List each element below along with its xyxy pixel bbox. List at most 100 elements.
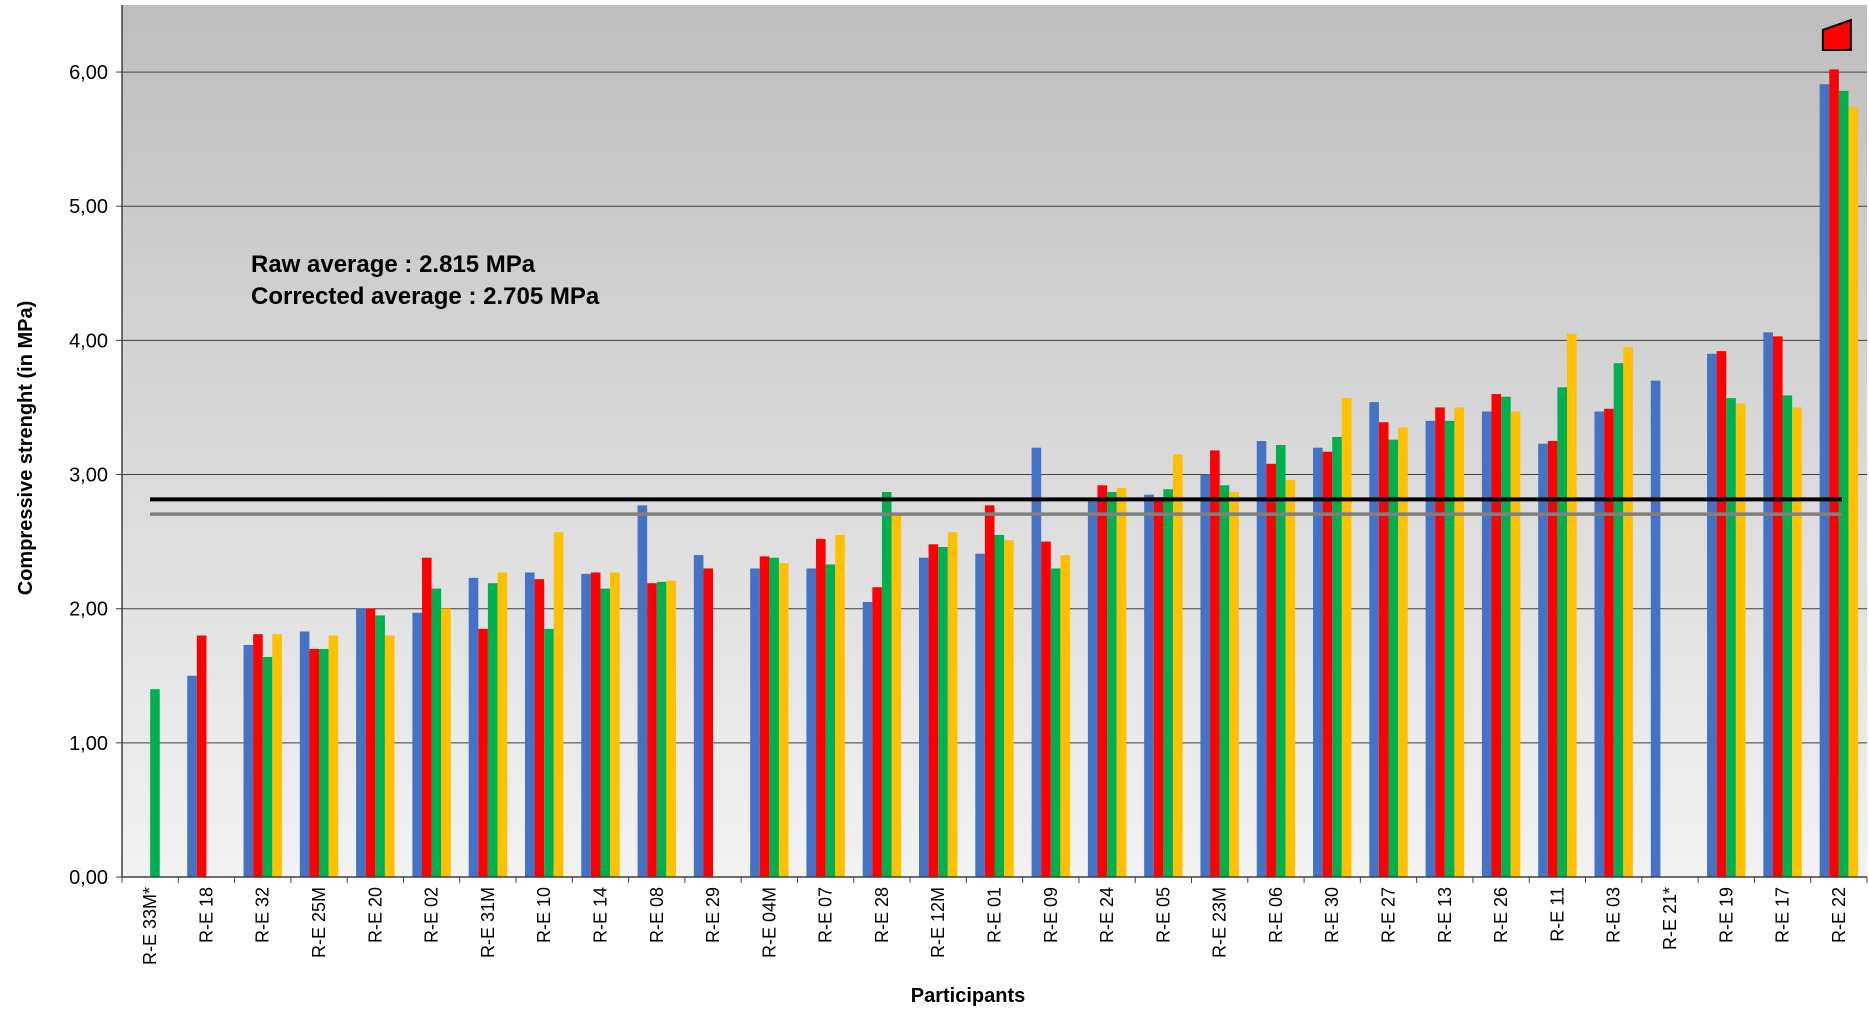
bar — [497, 572, 508, 877]
bar — [1398, 427, 1408, 877]
bar — [1726, 398, 1736, 877]
bar — [1087, 501, 1098, 877]
bar — [150, 689, 160, 877]
bar — [309, 648, 320, 877]
bar — [666, 580, 676, 877]
x-tick-label: R-E 13 — [1435, 887, 1455, 943]
bar — [1041, 541, 1051, 877]
x-tick-label: R-E 03 — [1604, 887, 1624, 943]
bar — [806, 568, 817, 877]
bar — [375, 615, 385, 877]
x-tick-label: R-E 07 — [816, 887, 836, 943]
bar — [1538, 443, 1548, 877]
bar — [975, 553, 985, 877]
bar — [1144, 494, 1154, 877]
x-tick-label: R-E 11 — [1547, 887, 1567, 942]
x-tick-label: R-E 32 — [253, 887, 273, 943]
bar — [1266, 463, 1276, 877]
bar — [769, 557, 779, 877]
bar — [1435, 407, 1445, 877]
x-tick-label: R-E 18 — [196, 887, 216, 943]
off-scale-marker — [1821, 18, 1852, 51]
bar — [1707, 353, 1717, 877]
bar — [1116, 487, 1127, 877]
x-tick-label: R-E 08 — [647, 887, 667, 943]
x-tick-label: R-E 25M — [309, 887, 329, 958]
bar — [1491, 394, 1502, 877]
x-tick-label: R-E 23M — [1210, 887, 1230, 958]
bar — [299, 631, 310, 877]
bar — [928, 544, 939, 877]
reference-lines — [150, 497, 1842, 516]
bar — [1388, 439, 1399, 877]
x-tick-label: R-E 21* — [1660, 887, 1680, 950]
bar — [872, 587, 882, 877]
bar — [1510, 411, 1521, 877]
x-tick-label: R-E 30 — [1322, 887, 1342, 943]
x-tick-label: R-E 09 — [1041, 887, 1061, 943]
bar — [196, 635, 207, 877]
bar — [1275, 445, 1286, 877]
bar — [938, 546, 948, 877]
bar — [1031, 447, 1042, 877]
bar — [1210, 450, 1220, 877]
x-axis-title: Participants — [911, 985, 1025, 1007]
bar — [1623, 347, 1633, 878]
bar — [1219, 485, 1230, 877]
x-tick-label: R-E 05 — [1153, 887, 1173, 943]
bar — [431, 588, 442, 877]
bar — [534, 579, 545, 877]
bar — [1172, 454, 1183, 877]
bar — [1454, 407, 1465, 877]
bar — [1322, 451, 1333, 877]
bar — [610, 572, 620, 877]
bar — [553, 532, 564, 877]
bar — [984, 505, 995, 877]
x-tick-label: R-E 17 — [1773, 887, 1793, 943]
y-tick-label: 6,00 — [69, 62, 108, 84]
bar — [1481, 411, 1492, 877]
x-tick-label: R-E 28 — [872, 887, 892, 943]
bar — [835, 534, 845, 877]
bar — [384, 635, 395, 877]
bar — [1604, 408, 1614, 877]
x-tick-label: R-E 02 — [422, 887, 442, 943]
bar — [881, 491, 892, 877]
bar — [328, 635, 339, 877]
bar — [1716, 351, 1727, 877]
bar — [637, 505, 648, 877]
bar — [478, 628, 488, 877]
bar — [1501, 396, 1511, 877]
bar — [468, 577, 479, 877]
bar — [544, 628, 554, 877]
bar — [319, 648, 329, 877]
bar — [272, 634, 282, 877]
bar — [647, 583, 657, 877]
bar — [365, 608, 376, 877]
bar — [1547, 441, 1558, 877]
bar — [1782, 395, 1793, 877]
y-tick-label: 1,00 — [69, 733, 108, 755]
bars — [150, 69, 1859, 878]
bar — [1567, 333, 1577, 877]
bar — [1735, 403, 1746, 877]
bar — [1004, 540, 1014, 877]
x-tick-label: R-E 20 — [365, 887, 385, 943]
raw-average-annotation: Raw average : 2.815 MPa — [251, 251, 536, 278]
bar — [600, 588, 611, 877]
bar — [243, 644, 254, 877]
y-tick-label: 0,00 — [69, 867, 108, 889]
bar — [1378, 422, 1389, 877]
bar — [1285, 479, 1296, 877]
bar — [816, 538, 826, 877]
bar — [590, 572, 601, 877]
bar — [262, 656, 273, 877]
bar — [1369, 402, 1379, 877]
bar — [1594, 411, 1605, 877]
bar — [778, 563, 789, 877]
x-tick-label: R-E 33M* — [140, 887, 160, 965]
x-tick-label: R-E 29 — [703, 887, 723, 943]
y-tick-label: 5,00 — [69, 196, 108, 218]
bar — [1829, 69, 1839, 877]
bar — [1313, 447, 1323, 877]
